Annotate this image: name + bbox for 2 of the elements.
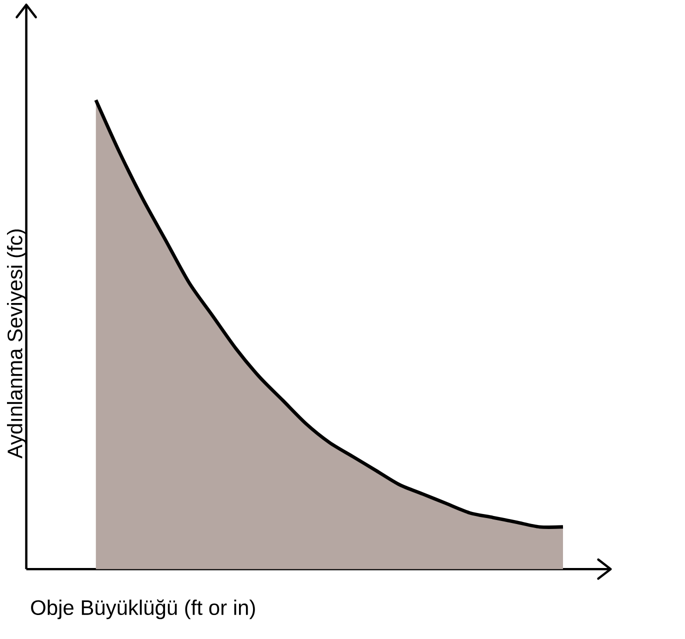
x-axis-title: Obje Büyüklüğü (ft or in) — [31, 600, 255, 620]
y-axis-title: Aydınlanma Seviyesi (fc) — [7, 230, 27, 459]
